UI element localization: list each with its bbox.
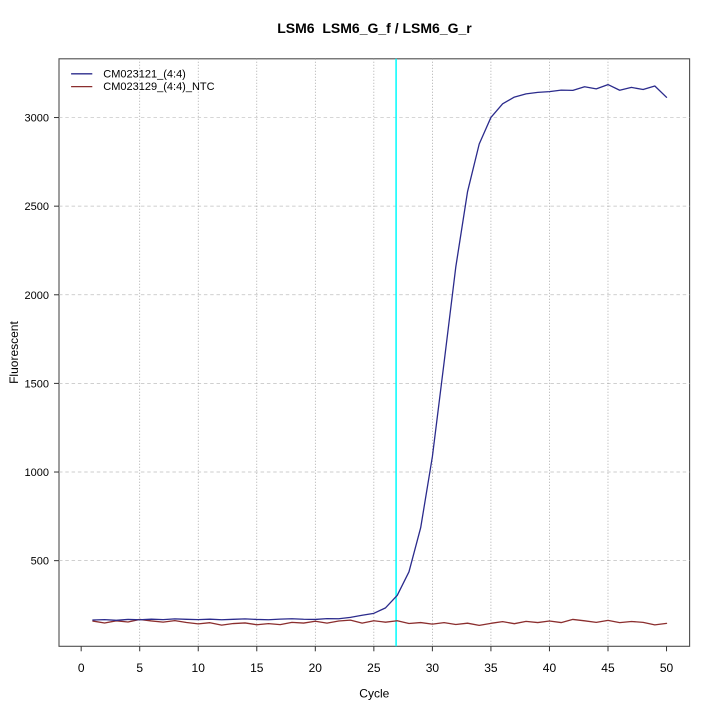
svg-text:10: 10 (192, 661, 206, 675)
svg-text:2000: 2000 (25, 290, 49, 302)
svg-text:Cycle: Cycle (359, 686, 389, 700)
svg-text:15: 15 (250, 661, 264, 675)
svg-text:30: 30 (426, 661, 440, 675)
svg-text:40: 40 (543, 661, 557, 675)
svg-text:25: 25 (367, 661, 381, 675)
svg-text:CM023129_(4:4)_NTC: CM023129_(4:4)_NTC (103, 81, 214, 93)
svg-text:35: 35 (484, 661, 498, 675)
svg-text:2500: 2500 (25, 201, 49, 213)
svg-text:Fluorescent: Fluorescent (7, 321, 21, 384)
svg-text:5: 5 (136, 661, 143, 675)
svg-text:1000: 1000 (25, 467, 49, 479)
svg-text:1500: 1500 (25, 378, 49, 390)
svg-text:20: 20 (309, 661, 323, 675)
svg-text:45: 45 (601, 661, 615, 675)
svg-text:CM023121_(4:4): CM023121_(4:4) (103, 68, 186, 80)
svg-text:50: 50 (660, 661, 674, 675)
svg-text:0: 0 (78, 661, 85, 675)
svg-text:3000: 3000 (25, 113, 49, 125)
svg-text:500: 500 (31, 556, 49, 568)
